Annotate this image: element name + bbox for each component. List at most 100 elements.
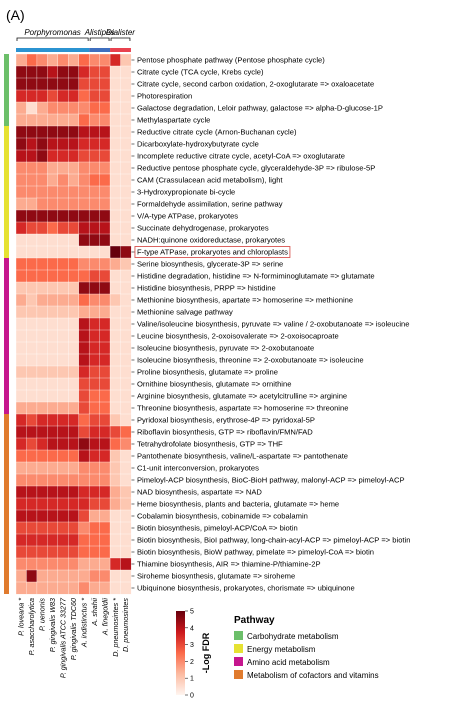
heatmap-cell <box>68 281 80 295</box>
highlight-box <box>134 246 291 258</box>
legend-swatch <box>234 670 243 679</box>
heatmap-cell <box>68 233 80 247</box>
heatmap-cell <box>109 353 121 367</box>
heatmap-cell <box>26 317 38 331</box>
heatmap-cell <box>120 341 132 355</box>
heatmap-cell <box>120 221 132 235</box>
pathway-legend: Pathway Carbohydrate metabolism Energy met… <box>234 615 379 680</box>
heatmap-cell <box>47 389 59 403</box>
heatmap-cell <box>99 533 111 547</box>
heatmap-cell <box>88 77 101 91</box>
heatmap-cell <box>109 317 121 331</box>
heatmap-cell <box>88 425 101 439</box>
heatmap-cell <box>36 113 48 127</box>
genus-label: Dialister <box>106 28 135 37</box>
heatmap-cell <box>88 497 101 511</box>
heatmap-cell <box>57 257 69 271</box>
heatmap-cell <box>36 161 48 175</box>
heatmap-cell <box>88 521 101 535</box>
heatmap-cell <box>109 269 121 283</box>
row-label: Reductive pentose phosphate cycle, glyce… <box>137 164 375 173</box>
heatmap-cell <box>99 449 111 463</box>
heatmap-cell <box>36 377 48 391</box>
column-label: P. asaccharolytica <box>27 598 36 655</box>
row-category-bar <box>4 126 9 258</box>
heatmap-cell <box>68 365 80 379</box>
heatmap-cell <box>26 185 38 199</box>
heatmap-cell <box>88 161 101 175</box>
heatmap-cell <box>99 341 111 355</box>
heatmap-cell <box>26 125 38 139</box>
heatmap-cell <box>109 161 121 175</box>
row-label: Pyridoxal biosynthesis, erythrose-4P => … <box>137 416 315 425</box>
heatmap-cell <box>88 377 101 391</box>
heatmap-cell <box>36 389 48 403</box>
heatmap-cell <box>26 137 38 151</box>
heatmap-cell <box>57 185 69 199</box>
heatmap-cell <box>120 389 132 403</box>
heatmap-cell <box>78 305 90 319</box>
heatmap-cell <box>36 353 48 367</box>
heatmap-cell <box>68 77 80 91</box>
heatmap-cell <box>68 245 80 259</box>
heatmap-cell <box>120 581 132 595</box>
heatmap-cell <box>78 89 90 103</box>
heatmap-cell <box>78 569 90 583</box>
heatmap-cell <box>88 293 101 307</box>
heatmap-cell <box>99 233 111 247</box>
row-label: CAM (Crassulacean acid metabolism), ligh… <box>137 176 283 185</box>
heatmap-cell <box>57 437 69 451</box>
heatmap-cell <box>120 185 132 199</box>
heatmap-cell <box>78 341 90 355</box>
heatmap-cell <box>57 365 69 379</box>
heatmap-cell <box>120 89 132 103</box>
heatmap-cell <box>36 281 48 295</box>
heatmap-cell <box>88 221 101 235</box>
heatmap-cell <box>15 293 27 307</box>
heatmap-cell <box>109 89 121 103</box>
genus-strip <box>16 48 90 52</box>
heatmap-cell <box>15 173 27 187</box>
heatmap-cell <box>68 449 80 463</box>
heatmap-cell <box>99 509 111 523</box>
heatmap-cell <box>109 329 121 343</box>
heatmap-cell <box>99 53 111 67</box>
heatmap-cell <box>36 245 48 259</box>
heatmap-cell <box>109 197 121 211</box>
heatmap-cell <box>78 509 90 523</box>
heatmap-cell <box>99 581 111 595</box>
heatmap-cell <box>36 293 48 307</box>
heatmap-cell <box>88 413 101 427</box>
heatmap-cell <box>120 401 132 415</box>
heatmap-cell <box>15 437 27 451</box>
heatmap-cell <box>26 353 38 367</box>
heatmap-cell <box>109 461 121 475</box>
heatmap-cell <box>109 77 121 91</box>
heatmap-cell <box>120 521 132 535</box>
heatmap-cell <box>15 485 27 499</box>
heatmap-cell <box>68 293 80 307</box>
heatmap-cell <box>36 557 48 571</box>
heatmap-cell <box>78 113 90 127</box>
heatmap-cell <box>57 401 69 415</box>
heatmap-cell <box>78 245 90 259</box>
heatmap-cell <box>36 545 48 559</box>
heatmap-cell <box>88 389 101 403</box>
colorbar-ramp <box>176 611 185 695</box>
heatmap-cell <box>120 101 132 115</box>
row-label: Methylaspartate cycle <box>137 116 210 125</box>
heatmap-cell <box>26 245 38 259</box>
row-label: Histidine degradation, histidine => N-fo… <box>137 272 375 281</box>
heatmap-cell <box>68 317 80 331</box>
row-label: Histidine biosynthesis, PRPP => histidin… <box>137 284 276 293</box>
heatmap-cell <box>15 545 27 559</box>
heatmap-cell <box>78 497 90 511</box>
heatmap-cell <box>26 365 38 379</box>
heatmap-cell <box>109 413 121 427</box>
heatmap-cell <box>99 221 111 235</box>
heatmap-cell <box>36 413 48 427</box>
heatmap-cell <box>120 269 132 283</box>
heatmap-cell <box>47 365 59 379</box>
heatmap-cell <box>109 569 121 583</box>
heatmap-cell <box>15 113 27 127</box>
